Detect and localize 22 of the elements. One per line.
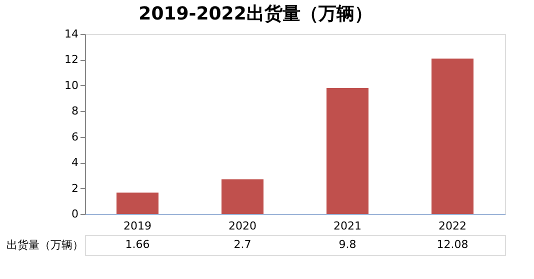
x-tick-label: 2020 xyxy=(228,220,256,232)
bar xyxy=(222,179,264,214)
y-tick-label: 12 xyxy=(64,53,78,66)
y-tick-label: 14 xyxy=(64,28,78,40)
x-tick-label: 2021 xyxy=(334,220,362,232)
y-tick-label: 6 xyxy=(72,130,78,144)
x-tick-label: 2019 xyxy=(124,220,152,232)
bar xyxy=(432,58,474,214)
data-label: 1.66 xyxy=(125,238,150,251)
y-tick-label: 4 xyxy=(72,156,78,170)
data-label: 12.08 xyxy=(436,238,468,251)
data-label: 2.7 xyxy=(234,238,252,251)
y-tick-label: 2 xyxy=(72,182,78,195)
bar xyxy=(116,192,158,214)
chart-title: 2019-2022出货量（万辆） xyxy=(138,4,372,24)
y-tick-label: 10 xyxy=(64,78,78,92)
text: 出货量（万辆） xyxy=(6,238,84,252)
y-tick-label: 0 xyxy=(72,208,78,220)
x-tick-label: 2022 xyxy=(438,220,466,232)
bar xyxy=(326,88,368,214)
data-label: 9.8 xyxy=(338,238,356,251)
y-tick-label: 8 xyxy=(72,104,78,118)
